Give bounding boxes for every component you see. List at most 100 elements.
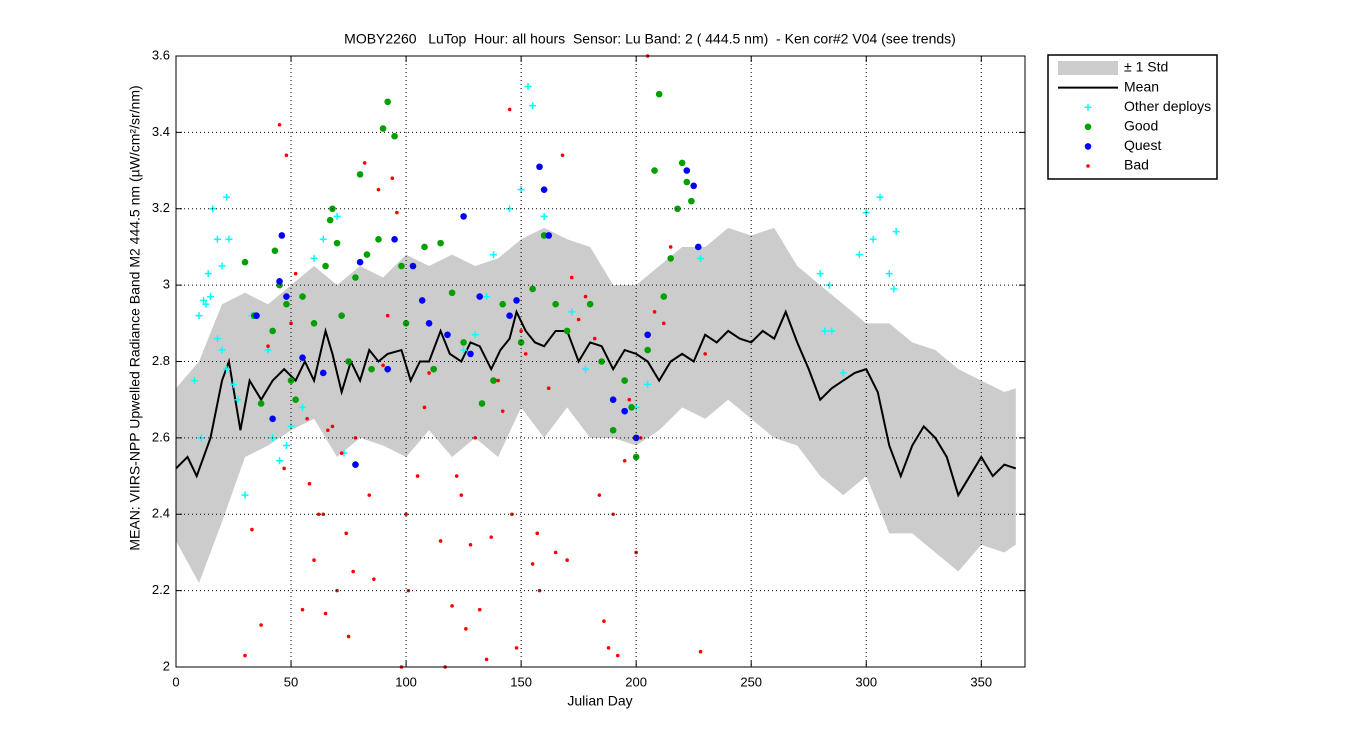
circle-marker [490,377,497,384]
dot-marker [351,569,355,574]
circle-marker [540,186,548,193]
circle-marker [326,216,334,224]
circle-marker [476,293,484,300]
circle-marker [517,339,525,346]
circle-marker [563,327,571,335]
plus-marker [885,270,893,278]
circle-marker [363,251,371,258]
plus-marker [816,270,824,278]
dot-marker [576,317,581,322]
dot-marker [404,512,408,517]
plot-layer [175,54,1017,669]
dot-marker [622,458,627,463]
dot-marker [537,588,542,593]
circle-marker [628,404,635,411]
dot-marker [523,352,528,356]
plus-marker [1084,103,1092,111]
dot-marker [305,416,309,421]
y-tick-label: 2.2 [152,582,170,597]
plus-marker [582,365,590,373]
plus-marker [869,235,877,243]
plus-marker [234,396,242,404]
circle-marker [506,312,513,319]
dot-marker [316,512,321,517]
circle-marker [683,178,691,186]
circle-marker [333,239,341,247]
dot-marker [597,493,602,497]
dot-marker [703,352,707,356]
circle-marker [552,300,559,308]
plus-marker [471,331,479,339]
dot-marker [312,558,316,562]
plus-marker [200,296,208,304]
y-axis-label: MEAN: VIIRS-NPP Upwelled Radiance Band M… [127,85,143,550]
circle-marker [421,243,428,251]
circle-marker [651,167,658,174]
circle-marker [356,171,364,178]
circle-marker [694,243,702,251]
circle-marker [368,365,375,373]
plus-marker [644,380,652,388]
dot-marker [395,210,399,215]
y-tick-label: 2 [163,658,170,673]
dot-marker [500,409,505,413]
circle-marker [278,232,286,239]
circle-marker [1084,123,1092,131]
dot-marker [464,627,468,631]
dot-marker [427,371,431,375]
dot-marker [266,344,270,349]
dot-marker [282,466,286,471]
plus-marker [225,235,233,243]
dot-marker [668,245,673,249]
dot-marker [326,428,330,433]
dot-marker [535,531,540,536]
circle-marker [683,167,691,174]
circle-marker [283,300,290,308]
plus-marker [876,193,884,201]
dot-marker [627,397,632,402]
plus-marker [223,193,231,201]
circle-marker [1084,143,1092,150]
circle-marker [398,262,405,270]
plus-marker [276,457,284,465]
circle-marker [690,182,697,190]
dot-marker [489,535,494,539]
dot-marker [569,275,574,280]
dot-marker [615,653,620,658]
dot-marker [323,611,328,616]
dot-marker [330,424,335,429]
plus-marker [213,335,221,343]
circle-marker [529,285,536,293]
dot-marker [293,271,298,276]
plus-marker [223,365,231,373]
plus-marker [333,212,341,220]
chart-title: MOBY2260 LuTop Hour: all hours Sensor: L… [344,31,956,47]
dot-marker [450,604,454,608]
dot-marker [390,176,395,180]
circle-marker [253,312,260,319]
dot-marker [335,588,339,593]
circle-marker [375,236,382,243]
dot-marker [553,550,558,555]
plus-marker [241,491,249,499]
circle-marker [430,365,437,373]
plus-marker [524,83,532,91]
plus-marker [197,434,205,442]
dot-marker [422,405,427,410]
dot-marker [477,607,482,612]
dot-marker [284,153,289,158]
dot-marker [307,481,312,486]
plus-marker [195,312,203,320]
dot-marker [438,539,443,543]
plus-marker [890,285,898,293]
circle-marker [688,197,695,205]
dot-marker [514,646,519,650]
dot-marker [362,161,367,165]
plus-marker [190,377,198,385]
x-tick-label: 300 [855,674,877,689]
circle-marker [655,90,663,98]
dot-marker [415,474,420,478]
circle-marker [391,132,398,140]
circle-marker [269,327,276,335]
